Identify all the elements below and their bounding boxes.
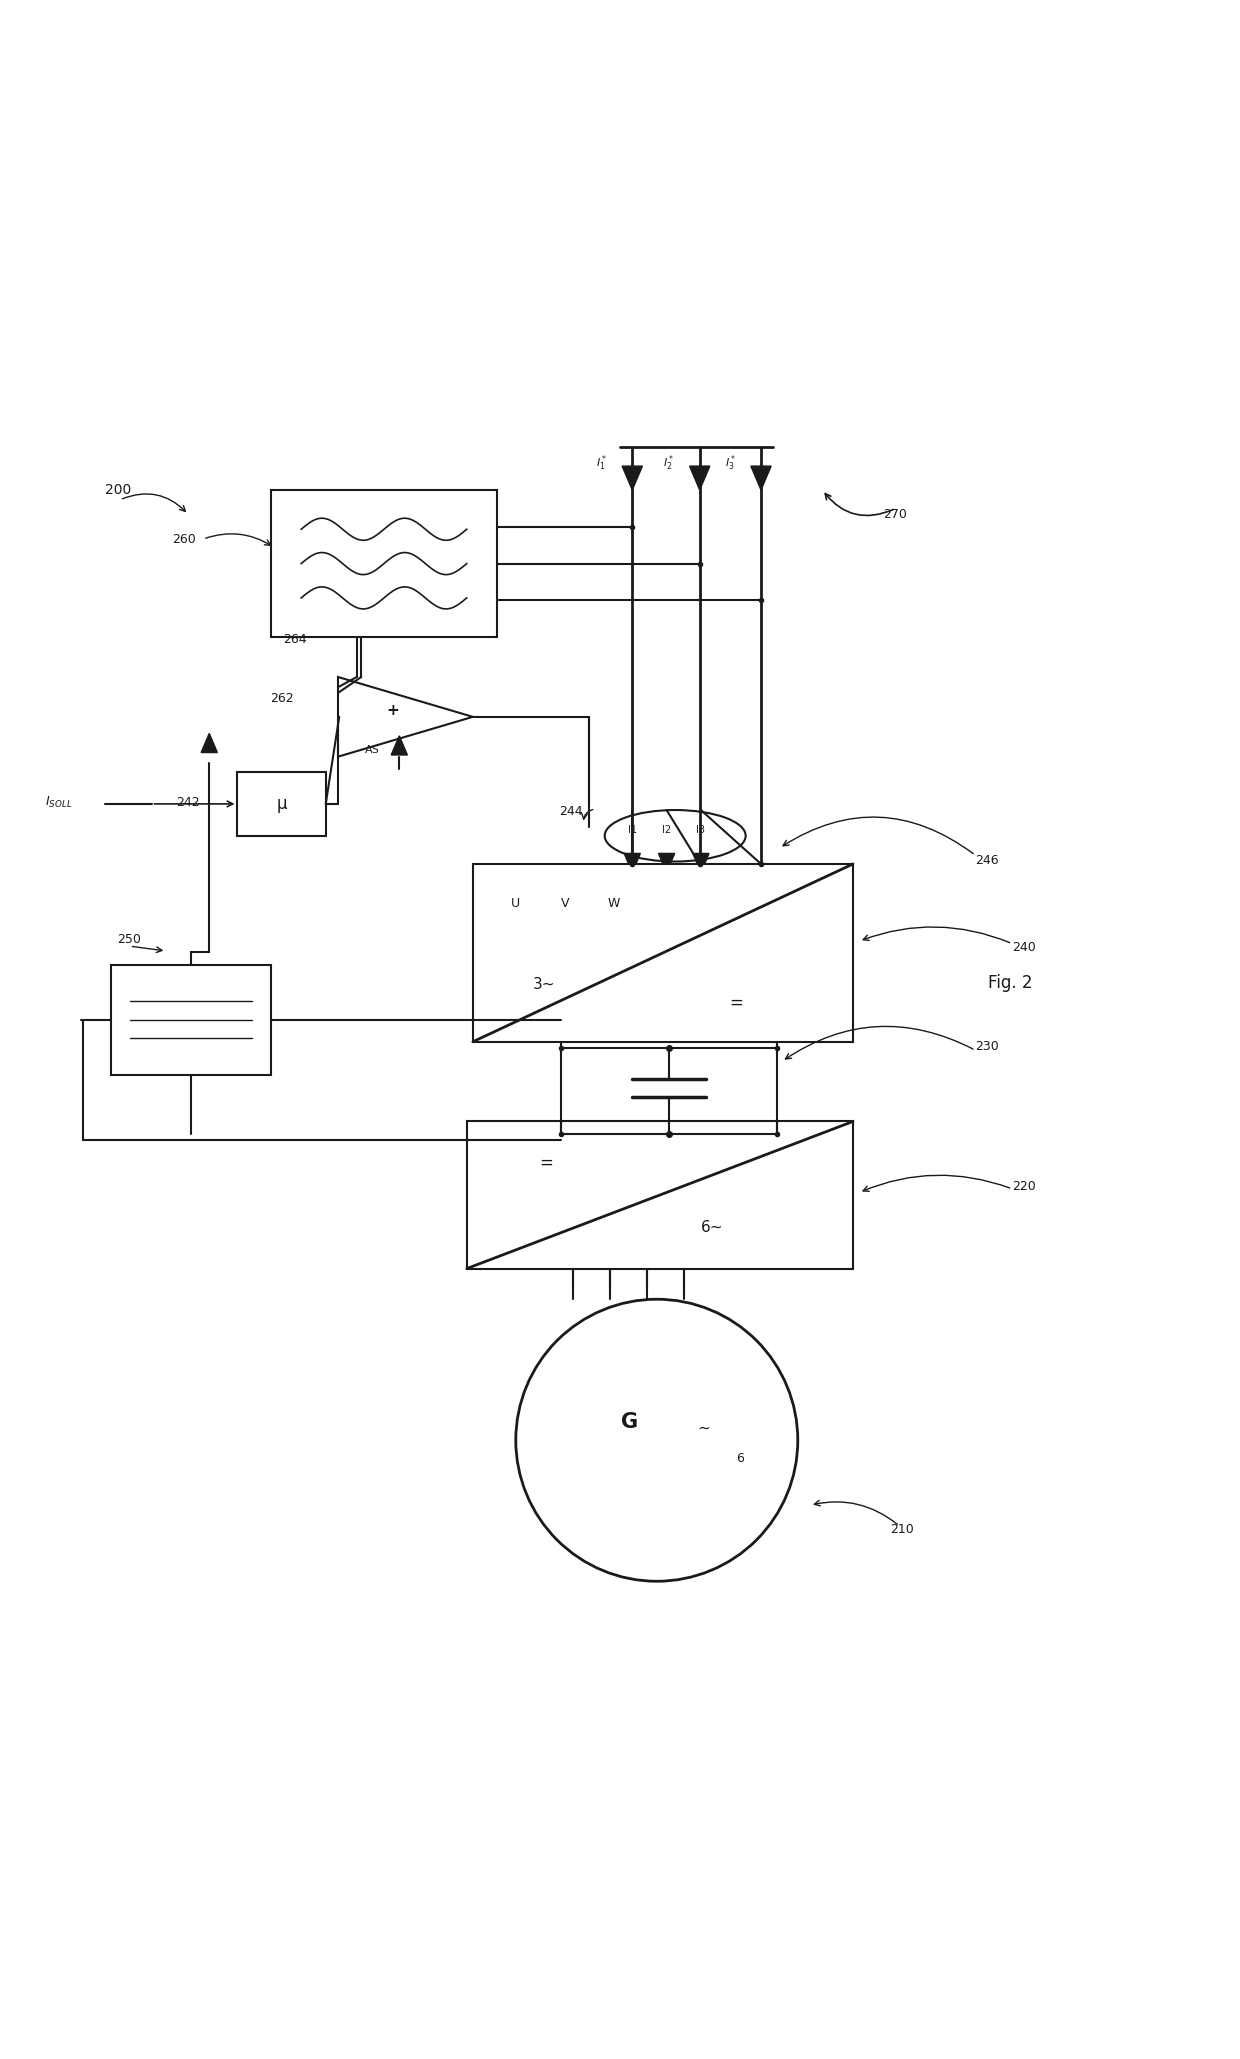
- Circle shape: [516, 1299, 797, 1581]
- Text: $I_3^*$: $I_3^*$: [724, 453, 737, 474]
- Polygon shape: [201, 733, 217, 752]
- Text: 246: 246: [976, 854, 999, 867]
- Text: 220: 220: [1012, 1180, 1037, 1192]
- Polygon shape: [658, 852, 675, 873]
- Text: 264: 264: [283, 632, 306, 647]
- Text: Fig. 2: Fig. 2: [988, 974, 1033, 992]
- Text: $I_2^*$: $I_2^*$: [663, 453, 675, 474]
- Text: 270: 270: [884, 509, 908, 521]
- Text: I1: I1: [627, 826, 637, 834]
- Polygon shape: [693, 852, 709, 873]
- Text: I3: I3: [697, 826, 706, 834]
- Text: G: G: [621, 1412, 639, 1431]
- Text: W: W: [608, 896, 620, 910]
- Text: 6~: 6~: [701, 1219, 723, 1235]
- Text: =: =: [539, 1153, 553, 1172]
- Polygon shape: [624, 852, 640, 873]
- Bar: [237, 772, 326, 836]
- Text: 240: 240: [1012, 941, 1037, 953]
- Text: 262: 262: [270, 692, 294, 704]
- Text: 230: 230: [976, 1040, 999, 1052]
- Polygon shape: [689, 465, 709, 490]
- Text: =: =: [729, 994, 744, 1011]
- Text: μ: μ: [277, 795, 286, 813]
- Text: I2: I2: [662, 826, 671, 834]
- Text: AS: AS: [365, 745, 379, 756]
- Text: 3~: 3~: [533, 978, 556, 992]
- Polygon shape: [391, 735, 408, 756]
- Text: +: +: [387, 704, 399, 719]
- Text: $I_1^*$: $I_1^*$: [596, 453, 608, 474]
- Polygon shape: [622, 465, 642, 490]
- Text: ~: ~: [697, 1421, 709, 1435]
- Polygon shape: [339, 677, 472, 758]
- Bar: [466, 1122, 853, 1268]
- Bar: [270, 490, 497, 636]
- Polygon shape: [751, 465, 771, 490]
- Text: 210: 210: [890, 1524, 914, 1536]
- Bar: [112, 964, 270, 1075]
- Text: 242: 242: [176, 797, 200, 809]
- Text: 244: 244: [559, 805, 583, 817]
- Text: $I_{SOLL}$: $I_{SOLL}$: [45, 795, 72, 811]
- Bar: [472, 865, 853, 1042]
- Text: 250: 250: [118, 933, 141, 947]
- Ellipse shape: [605, 809, 745, 861]
- Text: U: U: [511, 896, 521, 910]
- Text: 6: 6: [737, 1452, 744, 1466]
- Text: 260: 260: [172, 533, 196, 546]
- Text: V: V: [560, 896, 569, 910]
- Text: 200: 200: [105, 484, 131, 496]
